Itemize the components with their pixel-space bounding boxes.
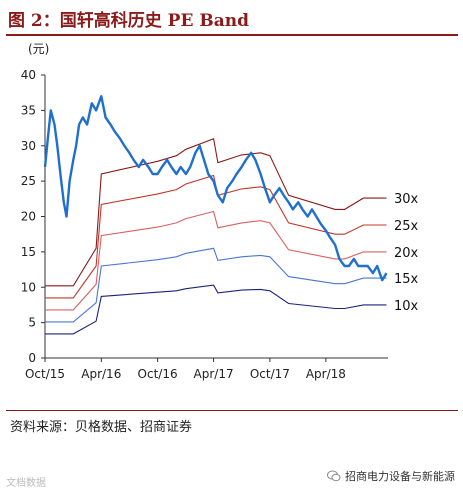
band-line-10x	[45, 284, 387, 335]
band-line-15x	[45, 247, 387, 323]
y-tick-label: 0	[28, 351, 36, 365]
band-line-30x	[45, 137, 387, 287]
band-label-30x: 30x	[394, 192, 419, 207]
band-line-25x	[45, 174, 387, 299]
figure-title: 图 2：国轩高科历史 PE Band	[8, 11, 249, 31]
price-line	[43, 95, 388, 282]
band-label-10x: 10x	[394, 299, 419, 314]
band-label-20x: 20x	[394, 246, 419, 261]
wechat-icon	[327, 470, 341, 482]
band-line-20x	[45, 210, 387, 311]
pe-band-chart: (元) 0 5 10 15 20 25 30 35 40 Oct/15 Apr/16 Oct/16 Ap…	[21, 42, 419, 381]
y-tick-label: 5	[28, 316, 36, 330]
x-tick-label: Apr/18	[306, 367, 346, 381]
x-tick-label: Oct/17	[250, 367, 290, 381]
price-series	[43, 95, 388, 282]
y-tick-label: 35	[21, 103, 36, 117]
y-axis-unit-label: (元)	[28, 42, 49, 56]
watermark-right-text: 招商电力设备与新能源	[345, 470, 455, 483]
y-tick-label: 25	[21, 174, 36, 188]
title-rule	[6, 34, 458, 36]
y-tick-label: 15	[21, 245, 36, 259]
x-tick-label: Apr/16	[81, 367, 121, 381]
x-tick-label: Oct/16	[138, 367, 178, 381]
band-label-25x: 25x	[394, 219, 419, 234]
source-note: 资料来源：贝格数据、招商证券	[10, 420, 193, 435]
watermark-left: 文档数据	[6, 478, 46, 489]
y-tick-label: 10	[21, 280, 36, 294]
watermark-right: 招商电力设备与新能源	[327, 468, 455, 484]
x-tick-label: Oct/15	[25, 367, 65, 381]
x-tick-label: Apr/17	[194, 367, 234, 381]
y-tick-label: 20	[21, 210, 36, 224]
y-tick-label: 40	[21, 68, 36, 82]
pe-band-lines	[45, 137, 387, 335]
axes: 0 5 10 15 20 25 30 35 40 Oct/15 Apr/16 Oct/16 Apr/17…	[21, 68, 388, 381]
y-tick-label: 30	[21, 139, 36, 153]
band-labels: 30x 25x 20x 15x 10x	[394, 192, 419, 314]
band-label-15x: 15x	[394, 272, 419, 287]
footer-rule	[6, 410, 458, 411]
